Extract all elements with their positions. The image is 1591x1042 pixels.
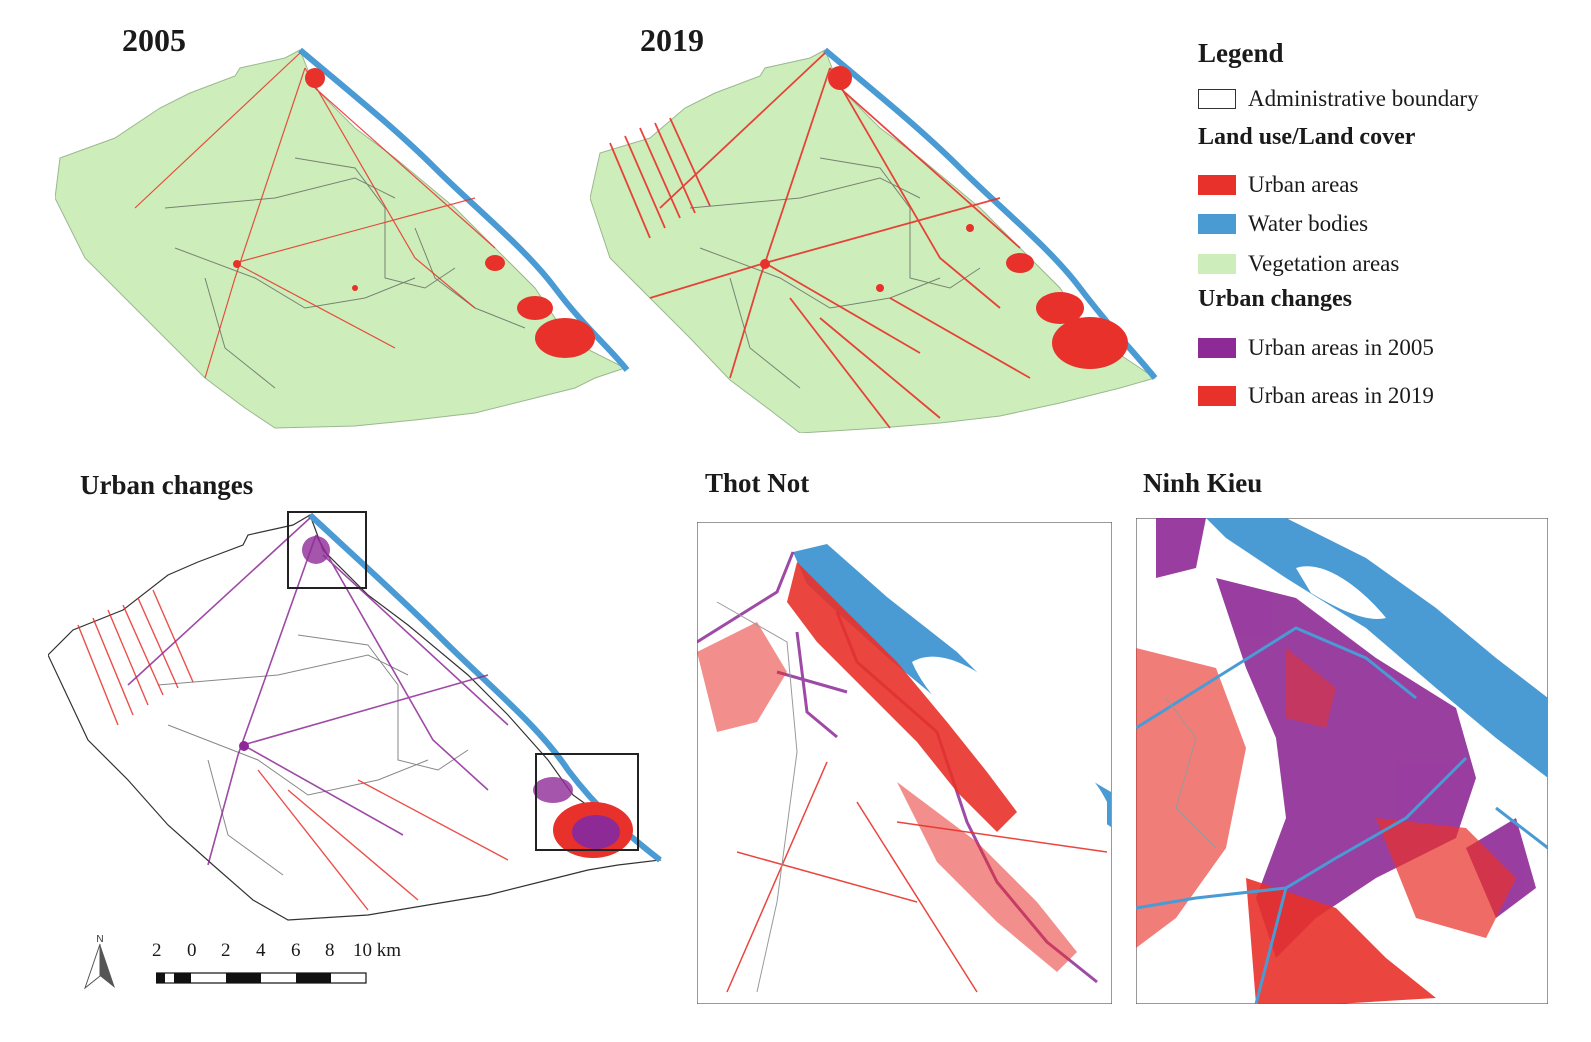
urban-2005-swatch — [1198, 338, 1236, 358]
urban-network-2019 — [609, 52, 1031, 429]
thot-not-urban-2019 — [697, 562, 1077, 972]
legend-label-urban-2019: Urban areas in 2019 — [1248, 383, 1434, 408]
legend-item-boundary: Administrative boundary — [1198, 86, 1479, 112]
thot-not-title: Thot Not — [705, 468, 810, 498]
ninh-kieu-island — [1296, 566, 1386, 619]
scale-label-5: 8 — [325, 940, 335, 961]
map-2019-title: 2019 — [640, 22, 704, 58]
legend-label-urban-2005: Urban areas in 2005 — [1248, 335, 1434, 360]
map-2005-title: 2005 — [122, 22, 186, 58]
ninh-kieu-canals — [1136, 626, 1548, 1004]
urban-changes-title: Urban changes — [80, 470, 254, 500]
ninh-kieu-boundaries — [1165, 697, 1217, 849]
thot-not-extent-box — [287, 511, 367, 589]
legend-item-water: Water bodies — [1198, 211, 1368, 237]
ninh-kieu-inset — [1136, 518, 1548, 1004]
map-2005 — [55, 48, 630, 429]
urban-network-changes — [77, 589, 509, 911]
scale-bar-labels: 2 0 2 4 6 8 10 km — [152, 940, 422, 962]
scale-label-1: 0 — [187, 940, 197, 961]
scale-label-0: 2 — [152, 940, 162, 961]
legend-item-urban-2005: Urban areas in 2005 — [1198, 335, 1434, 361]
legend-item-urban-2019: Urban areas in 2019 — [1198, 383, 1434, 409]
ninh-kieu-extent-box — [535, 753, 639, 851]
scale-label-2: 2 — [221, 940, 231, 961]
scale-bar — [156, 972, 367, 984]
urban-swatch — [1198, 175, 1236, 195]
admin-boundaries-changes — [157, 634, 469, 876]
thot-not-island — [912, 656, 1107, 832]
urban-2005-network-changes — [127, 517, 509, 866]
thot-not-inset — [697, 522, 1112, 1004]
legend-label-water: Water bodies — [1248, 211, 1369, 236]
ninh-kieu-main-river — [1206, 518, 1548, 778]
urban-cluster-changes — [239, 536, 633, 858]
province-changes — [48, 514, 662, 921]
legend-item-vegetation: Vegetation areas — [1198, 251, 1399, 277]
ninh-kieu-urban-2019 — [1136, 648, 1516, 1004]
urban-2019-swatch — [1198, 386, 1236, 406]
urban-cluster-2019 — [760, 66, 1128, 369]
thot-not-urban-lines — [726, 761, 1108, 993]
legend-changes-heading: Urban changes — [1198, 286, 1353, 312]
water-swatch — [1198, 214, 1236, 234]
scale-label-3: 4 — [256, 940, 266, 961]
legend-lulc-heading: Land use/Land cover — [1198, 124, 1416, 150]
scale-label-6: 10 km — [353, 940, 402, 961]
legend-label-boundary: Administrative boundary — [1248, 86, 1479, 111]
legend-label-vegetation: Vegetation areas — [1248, 251, 1400, 276]
ninh-kieu-title: Ninh Kieu — [1143, 468, 1263, 498]
urban-network-2005 — [134, 52, 496, 379]
thot-not-boundaries — [716, 601, 798, 993]
province-2005 — [55, 49, 627, 429]
north-arrow-icon: N — [83, 934, 115, 990]
legend-label-urban: Urban areas — [1248, 172, 1359, 197]
scale-label-4: 6 — [291, 940, 301, 961]
urban-changes-map — [48, 511, 662, 921]
legend-title: Legend — [1198, 38, 1284, 68]
admin-boundaries-2019 — [689, 157, 981, 389]
north-arrow-label: N — [96, 934, 103, 945]
vegetation-swatch — [1198, 254, 1236, 274]
urban-cluster-2005 — [233, 68, 595, 358]
province-2019 — [590, 49, 1157, 433]
legend-item-urban: Urban areas — [1198, 172, 1358, 198]
map-2019 — [590, 48, 1158, 433]
boundary-swatch — [1198, 89, 1236, 109]
